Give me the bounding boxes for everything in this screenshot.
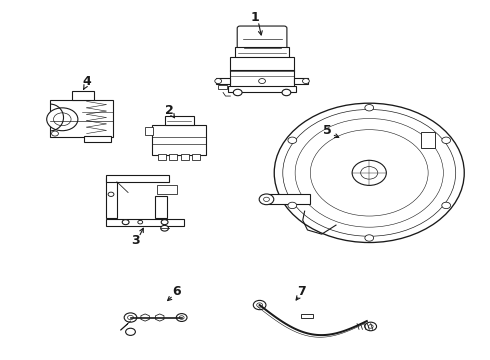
FancyBboxPatch shape [106,219,184,226]
FancyBboxPatch shape [294,78,308,84]
FancyBboxPatch shape [218,85,227,89]
Circle shape [51,131,58,136]
Circle shape [274,103,464,243]
Circle shape [179,316,184,319]
Circle shape [122,220,129,225]
FancyBboxPatch shape [165,116,194,125]
FancyBboxPatch shape [269,194,310,204]
FancyBboxPatch shape [421,132,435,148]
FancyBboxPatch shape [237,26,287,50]
Text: 2: 2 [165,104,174,117]
Circle shape [310,130,428,216]
Circle shape [215,78,221,84]
Circle shape [127,315,133,320]
FancyBboxPatch shape [170,154,177,159]
FancyBboxPatch shape [181,154,189,159]
Circle shape [138,220,143,224]
Circle shape [161,220,168,225]
Circle shape [233,89,242,96]
Circle shape [361,167,378,179]
FancyBboxPatch shape [155,196,167,217]
Circle shape [259,194,274,205]
Circle shape [288,137,297,144]
Circle shape [368,325,373,328]
Circle shape [125,328,135,336]
Circle shape [282,89,291,96]
FancyBboxPatch shape [106,178,117,217]
Circle shape [365,322,376,331]
FancyBboxPatch shape [50,100,114,137]
FancyBboxPatch shape [152,125,206,155]
FancyBboxPatch shape [230,57,294,71]
FancyBboxPatch shape [145,127,153,135]
Circle shape [47,108,78,131]
Circle shape [288,202,297,209]
FancyBboxPatch shape [228,86,296,93]
Circle shape [295,118,443,227]
Circle shape [259,78,266,84]
Text: 6: 6 [172,285,181,298]
Circle shape [442,137,451,144]
Text: 4: 4 [82,75,91,88]
Circle shape [352,160,386,185]
Circle shape [264,197,270,202]
FancyBboxPatch shape [72,91,94,100]
FancyBboxPatch shape [230,70,294,87]
Circle shape [283,109,456,236]
Circle shape [124,313,137,322]
FancyBboxPatch shape [157,185,177,194]
Circle shape [176,314,187,321]
Circle shape [253,300,266,310]
Circle shape [161,225,169,231]
FancyBboxPatch shape [193,154,200,159]
Text: 1: 1 [250,11,259,24]
Circle shape [442,202,451,209]
Text: 3: 3 [131,234,140,247]
FancyBboxPatch shape [84,136,111,143]
Circle shape [257,303,263,307]
FancyBboxPatch shape [106,175,170,182]
FancyBboxPatch shape [216,78,230,84]
Text: 7: 7 [296,285,305,298]
FancyBboxPatch shape [301,314,313,318]
Circle shape [53,113,71,126]
FancyBboxPatch shape [158,154,166,159]
Circle shape [108,192,114,197]
FancyBboxPatch shape [235,47,289,59]
Text: 5: 5 [323,124,332,137]
Circle shape [302,78,309,84]
Circle shape [365,104,374,111]
Circle shape [365,235,374,241]
